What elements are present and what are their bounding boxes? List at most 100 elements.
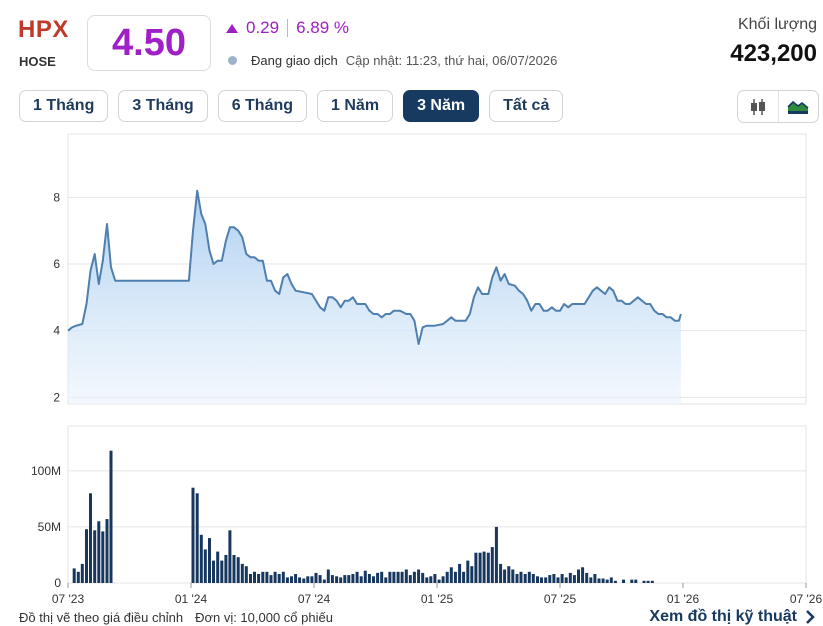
volume-bar (494, 526, 498, 583)
volume-bar (568, 572, 572, 583)
price-change: 0.29 6.89 % (226, 18, 349, 38)
volume-bar (253, 571, 256, 583)
volume-bar (302, 578, 306, 583)
volume-bar (634, 579, 638, 583)
volume-bar (540, 577, 543, 583)
candlestick-button[interactable] (738, 91, 778, 122)
volume-bar (531, 574, 535, 583)
volume-bar (314, 572, 318, 583)
price-y-tick: 6 (53, 257, 60, 271)
current-price: 4.50 (112, 21, 186, 64)
volume-bar (408, 575, 412, 583)
volume-bar (199, 534, 203, 583)
volume-bar (396, 571, 400, 583)
volume-bar (515, 574, 519, 583)
volume-bar (429, 576, 433, 583)
volume-bar (445, 571, 449, 583)
volume-bar (228, 530, 232, 583)
volume-bar (552, 574, 556, 583)
tab-6-months[interactable]: 6 Tháng (217, 90, 308, 122)
volume-bar (392, 571, 396, 583)
volume-bar (613, 580, 617, 583)
volume-bar (105, 519, 109, 583)
candlestick-icon (750, 98, 765, 115)
adjusted-price-note: Đồ thị vẽ theo giá điều chỉnh (19, 610, 184, 625)
volume-bar (433, 574, 437, 583)
update-time: Cập nhật: 11:23, thứ hai, 06/07/2026 (345, 53, 558, 68)
volume-bar (466, 560, 470, 583)
volume-bar (384, 577, 388, 583)
volume-bar (519, 571, 523, 583)
volume-bar (285, 577, 289, 583)
volume-bar (417, 569, 421, 583)
volume-bar (622, 579, 625, 583)
tab-3-years[interactable]: 3 Năm (403, 90, 480, 122)
volume-bar (326, 569, 330, 583)
volume-bar (212, 560, 215, 583)
tab-1-month[interactable]: 1 Tháng (19, 90, 109, 122)
volume-bar (400, 571, 404, 583)
volume-bar (478, 552, 482, 583)
chevron-right-icon (806, 610, 815, 624)
volume-bar (437, 579, 441, 583)
volume-bar (630, 579, 634, 583)
change-percent: 6.89 % (296, 18, 350, 37)
volume-bar (191, 487, 195, 583)
volume-bar (244, 566, 248, 583)
volume-bar (490, 547, 494, 583)
volume-bar (572, 575, 576, 583)
volume-bar (462, 571, 466, 583)
area-chart-icon (787, 100, 809, 114)
volume-bar (273, 571, 277, 583)
volume-bar (527, 571, 531, 583)
volume-bar (269, 575, 273, 583)
volume-bar (453, 571, 457, 583)
volume-bar (335, 576, 339, 583)
volume-bar (642, 580, 646, 583)
volume-bar (560, 574, 564, 583)
volume-bar (236, 557, 240, 583)
volume-bar (609, 577, 613, 583)
price-area (68, 190, 681, 404)
volume-bar (76, 571, 80, 583)
area-chart-button[interactable] (777, 91, 819, 122)
volume-bar (425, 577, 429, 583)
volume-bar (109, 450, 113, 583)
volume-bar (601, 578, 605, 583)
tab-3-months[interactable]: 3 Tháng (118, 90, 208, 122)
volume-bar (330, 575, 334, 583)
volume-bar (474, 552, 478, 583)
volume-bar (343, 575, 347, 583)
volume-bar (597, 578, 601, 583)
technical-chart-link-label: Xem đồ thị kỹ thuật (649, 608, 797, 625)
tab-1-year[interactable]: 1 Năm (317, 90, 394, 122)
period-tabs: 1 Tháng 3 Tháng 6 Tháng 1 Năm 3 Năm Tất … (19, 90, 573, 122)
volume-bar (97, 521, 101, 583)
tab-all[interactable]: Tất cả (489, 90, 564, 122)
volume-bar (249, 574, 252, 583)
volume-bar (593, 574, 597, 583)
volume-bar (232, 555, 236, 583)
technical-chart-link[interactable]: Xem đồ thị kỹ thuật (649, 608, 815, 626)
volume-bar (298, 577, 302, 583)
volume-bar (499, 563, 503, 583)
volume-bar (310, 576, 314, 583)
volume-bar (208, 538, 211, 583)
volume-bar (195, 493, 199, 583)
volume-value: 423,200 (730, 40, 817, 67)
price-y-tick: 2 (53, 390, 60, 404)
volume-bar (650, 580, 654, 583)
change-value: 0.29 (246, 18, 280, 37)
volume-bar (290, 576, 293, 583)
volume-bar (85, 529, 88, 583)
volume-bar (523, 574, 527, 583)
price-y-tick: 4 (53, 324, 60, 338)
volume-bar (216, 551, 220, 583)
volume-bar (589, 577, 593, 583)
volume-bar (351, 574, 355, 583)
x-tick-label: 01 '26 (667, 592, 700, 606)
volume-bar (93, 530, 97, 583)
volume-bar (548, 575, 552, 583)
volume-bar (605, 579, 609, 583)
